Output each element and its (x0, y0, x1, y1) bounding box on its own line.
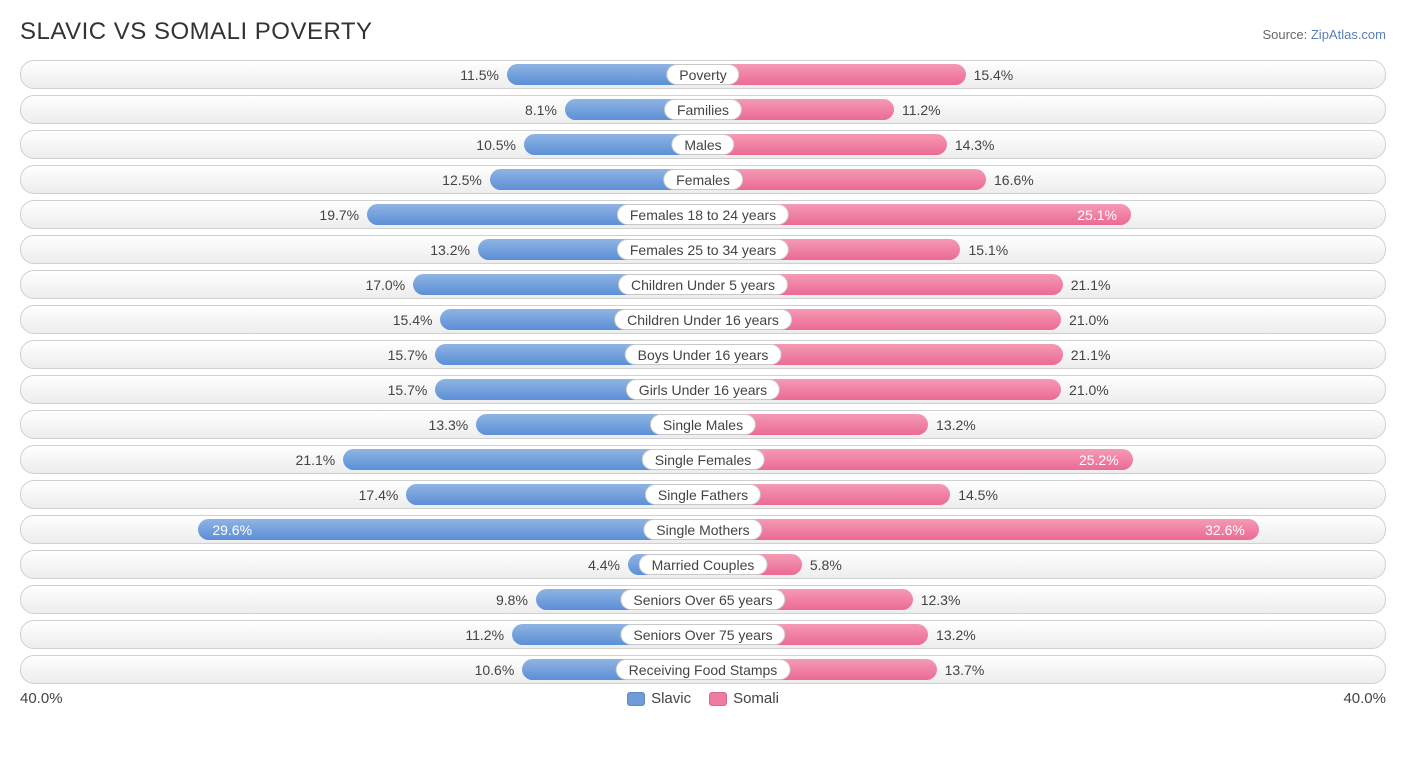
bar-value-left: 11.2% (465, 621, 504, 648)
bar-value-left: 13.2% (430, 236, 470, 263)
category-label: Receiving Food Stamps (616, 659, 791, 680)
bar-value-right: 14.5% (958, 481, 998, 508)
legend-item-left: Slavic (627, 690, 691, 707)
bar-value-right: 15.4% (974, 61, 1014, 88)
legend: Slavic Somali (627, 690, 779, 707)
bar-value-left: 29.6% (202, 516, 262, 543)
bar-value-right: 21.0% (1069, 376, 1109, 403)
category-label: Seniors Over 65 years (620, 589, 785, 610)
chart-source: Source: ZipAtlas.com (1262, 27, 1386, 42)
category-label: Poverty (666, 64, 739, 85)
chart-row: 19.7% 25.1% Females 18 to 24 years (20, 200, 1386, 229)
bar-value-right: 5.8% (810, 551, 842, 578)
bar-value-left: 17.4% (359, 481, 399, 508)
category-label: Females 25 to 34 years (617, 239, 789, 260)
chart-row: 21.1% 25.2% Single Females (20, 445, 1386, 474)
bar-value-left: 11.5% (460, 61, 499, 88)
legend-label-left: Slavic (651, 690, 691, 707)
chart-header: SLAVIC VS SOMALI POVERTY Source: ZipAtla… (20, 18, 1386, 46)
category-label: Seniors Over 75 years (620, 624, 785, 645)
diverging-bar-chart: 11.5%15.4%Poverty8.1%11.2%Families10.5%1… (20, 60, 1386, 684)
chart-row: 8.1% 11.2% Families (20, 95, 1386, 124)
category-label: Girls Under 16 years (626, 379, 780, 400)
category-label: Children Under 16 years (614, 309, 792, 330)
category-label: Married Couples (639, 554, 768, 575)
bar-value-right: 16.6% (994, 166, 1034, 193)
bar-value-left: 9.8% (496, 586, 528, 613)
bar-left (198, 519, 703, 540)
bar-value-left: 13.3% (429, 411, 469, 438)
chart-footer: 40.0% Slavic Somali 40.0% (20, 690, 1386, 707)
category-label: Females 18 to 24 years (617, 204, 789, 225)
chart-row: 4.4% 5.8% Married Couples (20, 550, 1386, 579)
chart-row: 13.2% 15.1% Females 25 to 34 years (20, 235, 1386, 264)
bar-value-right: 21.1% (1071, 271, 1111, 298)
bar-right (703, 64, 966, 85)
chart-row: 17.0% 21.1% Children Under 5 years (20, 270, 1386, 299)
chart-row: 29.6% 32.6% Single Mothers (20, 515, 1386, 544)
bar-value-right: 21.1% (1071, 341, 1111, 368)
chart-row: 15.4% 21.0% Children Under 16 years (20, 305, 1386, 334)
source-prefix: Source: (1262, 27, 1310, 42)
bar-value-left: 10.6% (475, 656, 515, 683)
source-link[interactable]: ZipAtlas.com (1311, 27, 1386, 42)
chart-title: SLAVIC VS SOMALI POVERTY (20, 18, 373, 46)
category-label: Children Under 5 years (618, 274, 788, 295)
bar-value-left: 19.7% (319, 201, 359, 228)
bar-value-left: 8.1% (525, 96, 557, 123)
category-label: Boys Under 16 years (625, 344, 782, 365)
category-label: Females (663, 169, 743, 190)
bar-right (703, 169, 986, 190)
bar-value-left: 17.0% (365, 271, 405, 298)
bar-value-right: 13.2% (936, 411, 976, 438)
bar-value-left: 15.7% (388, 376, 428, 403)
bar-value-left: 12.5% (442, 166, 482, 193)
category-label: Males (671, 134, 734, 155)
category-label: Single Males (650, 414, 756, 435)
chart-row: 15.7% 21.1% Boys Under 16 years (20, 340, 1386, 369)
axis-max-left: 40.0% (20, 690, 63, 707)
bar-value-right: 21.0% (1069, 306, 1109, 333)
chart-row: 11.5% 15.4% Poverty (20, 60, 1386, 89)
bar-value-right: 25.2% (1069, 446, 1129, 473)
bar-value-left: 15.7% (388, 341, 428, 368)
chart-row: 17.4% 14.5% Single Fathers (20, 480, 1386, 509)
bar-value-right: 32.6% (1195, 516, 1255, 543)
chart-row: 12.5% 16.6% Females (20, 165, 1386, 194)
legend-swatch-left (627, 692, 645, 706)
bar-value-right: 12.3% (921, 586, 961, 613)
chart-row: 9.8% 12.3% Seniors Over 65 years (20, 585, 1386, 614)
chart-row: 11.2% 13.2% Seniors Over 75 years (20, 620, 1386, 649)
bar-value-right: 14.3% (955, 131, 995, 158)
bar-value-left: 4.4% (588, 551, 620, 578)
category-label: Single Fathers (645, 484, 761, 505)
axis-max-right: 40.0% (1343, 690, 1386, 707)
bar-value-left: 21.1% (296, 446, 336, 473)
chart-row: 15.7% 21.0% Girls Under 16 years (20, 375, 1386, 404)
bar-right (703, 134, 947, 155)
chart-row: 10.6% 13.7% Receiving Food Stamps (20, 655, 1386, 684)
bar-value-right: 13.2% (936, 621, 976, 648)
legend-label-right: Somali (733, 690, 779, 707)
legend-item-right: Somali (709, 690, 779, 707)
legend-swatch-right (709, 692, 727, 706)
bar-right (703, 519, 1259, 540)
bar-value-right: 11.2% (902, 96, 941, 123)
category-label: Single Females (642, 449, 765, 470)
category-label: Families (664, 99, 742, 120)
bar-value-right: 25.1% (1067, 201, 1127, 228)
bar-value-right: 13.7% (945, 656, 985, 683)
bar-value-left: 10.5% (476, 131, 516, 158)
bar-value-left: 15.4% (393, 306, 433, 333)
category-label: Single Mothers (643, 519, 762, 540)
bar-value-right: 15.1% (968, 236, 1008, 263)
chart-row: 10.5% 14.3% Males (20, 130, 1386, 159)
chart-row: 13.3% 13.2% Single Males (20, 410, 1386, 439)
